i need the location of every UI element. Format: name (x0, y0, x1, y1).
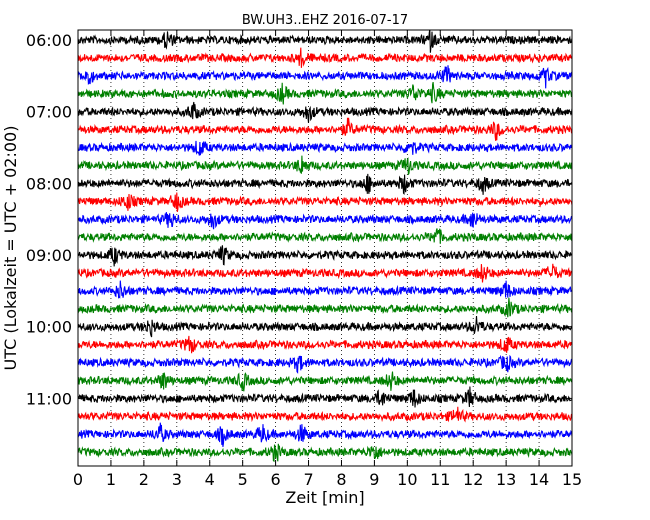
x-tick-label: 8 (336, 470, 346, 489)
seismic-trace (78, 371, 572, 392)
plot-frame (77, 29, 573, 467)
chart-title: BW.UH3..EHZ 2016-07-17 (242, 13, 408, 28)
seismic-trace (78, 335, 572, 354)
y-tick-label: 10:00 (26, 318, 72, 337)
seismic-trace (78, 443, 572, 463)
x-tick-label: 6 (271, 470, 281, 489)
y-tick-label: 09:00 (26, 246, 72, 265)
y-tick-label: 11:00 (26, 389, 72, 408)
y-axis-ticks: 06:00 07:00 08:00 09:00 10:00 11:00 (26, 31, 572, 408)
seismic-trace (78, 297, 572, 318)
x-tick-label: 13 (496, 470, 516, 489)
seismic-trace (78, 245, 572, 267)
x-tick-label: 14 (529, 470, 549, 489)
y-tick-label: 06:00 (26, 31, 72, 50)
seismic-trace (78, 315, 572, 338)
x-tick-label: 11 (430, 470, 450, 489)
x-tick-label: 0 (73, 470, 83, 489)
seismic-trace (78, 192, 572, 213)
seismic-trace (78, 117, 572, 141)
seismic-trace (78, 280, 572, 299)
x-tick-label: 15 (562, 470, 582, 489)
x-tick-label: 4 (205, 470, 215, 489)
x-tick-label: 3 (172, 470, 182, 489)
seismic-trace (78, 81, 572, 105)
x-tick-label: 12 (463, 470, 483, 489)
seismic-trace (78, 101, 572, 123)
x-tick-label: 7 (303, 470, 313, 489)
seismic-trace (78, 155, 572, 175)
x-tick-label: 10 (397, 470, 417, 489)
seismic-trace (78, 406, 572, 423)
x-tick-label: 9 (369, 470, 379, 489)
seismic-trace (78, 212, 572, 230)
x-tick-label: 2 (139, 470, 149, 489)
x-tick-label: 5 (238, 470, 248, 489)
seismic-trace (78, 65, 572, 89)
seismic-trace (78, 228, 572, 244)
x-axis-label: Zeit [min] (285, 488, 364, 507)
y-tick-label: 07:00 (26, 103, 72, 122)
y-axis-label: UTC (Lokalzeit = UTC + 02:00) (1, 126, 20, 371)
y-tick-label: 08:00 (26, 174, 72, 193)
seismic-trace (78, 422, 572, 447)
plot-area (77, 29, 573, 467)
x-axis-ticks: 0 1 2 3 4 5 6 7 8 9 10 11 12 13 14 15 (73, 30, 582, 489)
seismic-trace (78, 30, 572, 53)
seismic-trace (78, 354, 572, 374)
x-tick-label: 1 (106, 470, 116, 489)
seismic-trace (78, 140, 572, 156)
seismic-trace (78, 263, 572, 283)
seismic-trace (78, 47, 572, 68)
seismic-trace (78, 173, 572, 195)
seismic-trace (78, 386, 572, 408)
